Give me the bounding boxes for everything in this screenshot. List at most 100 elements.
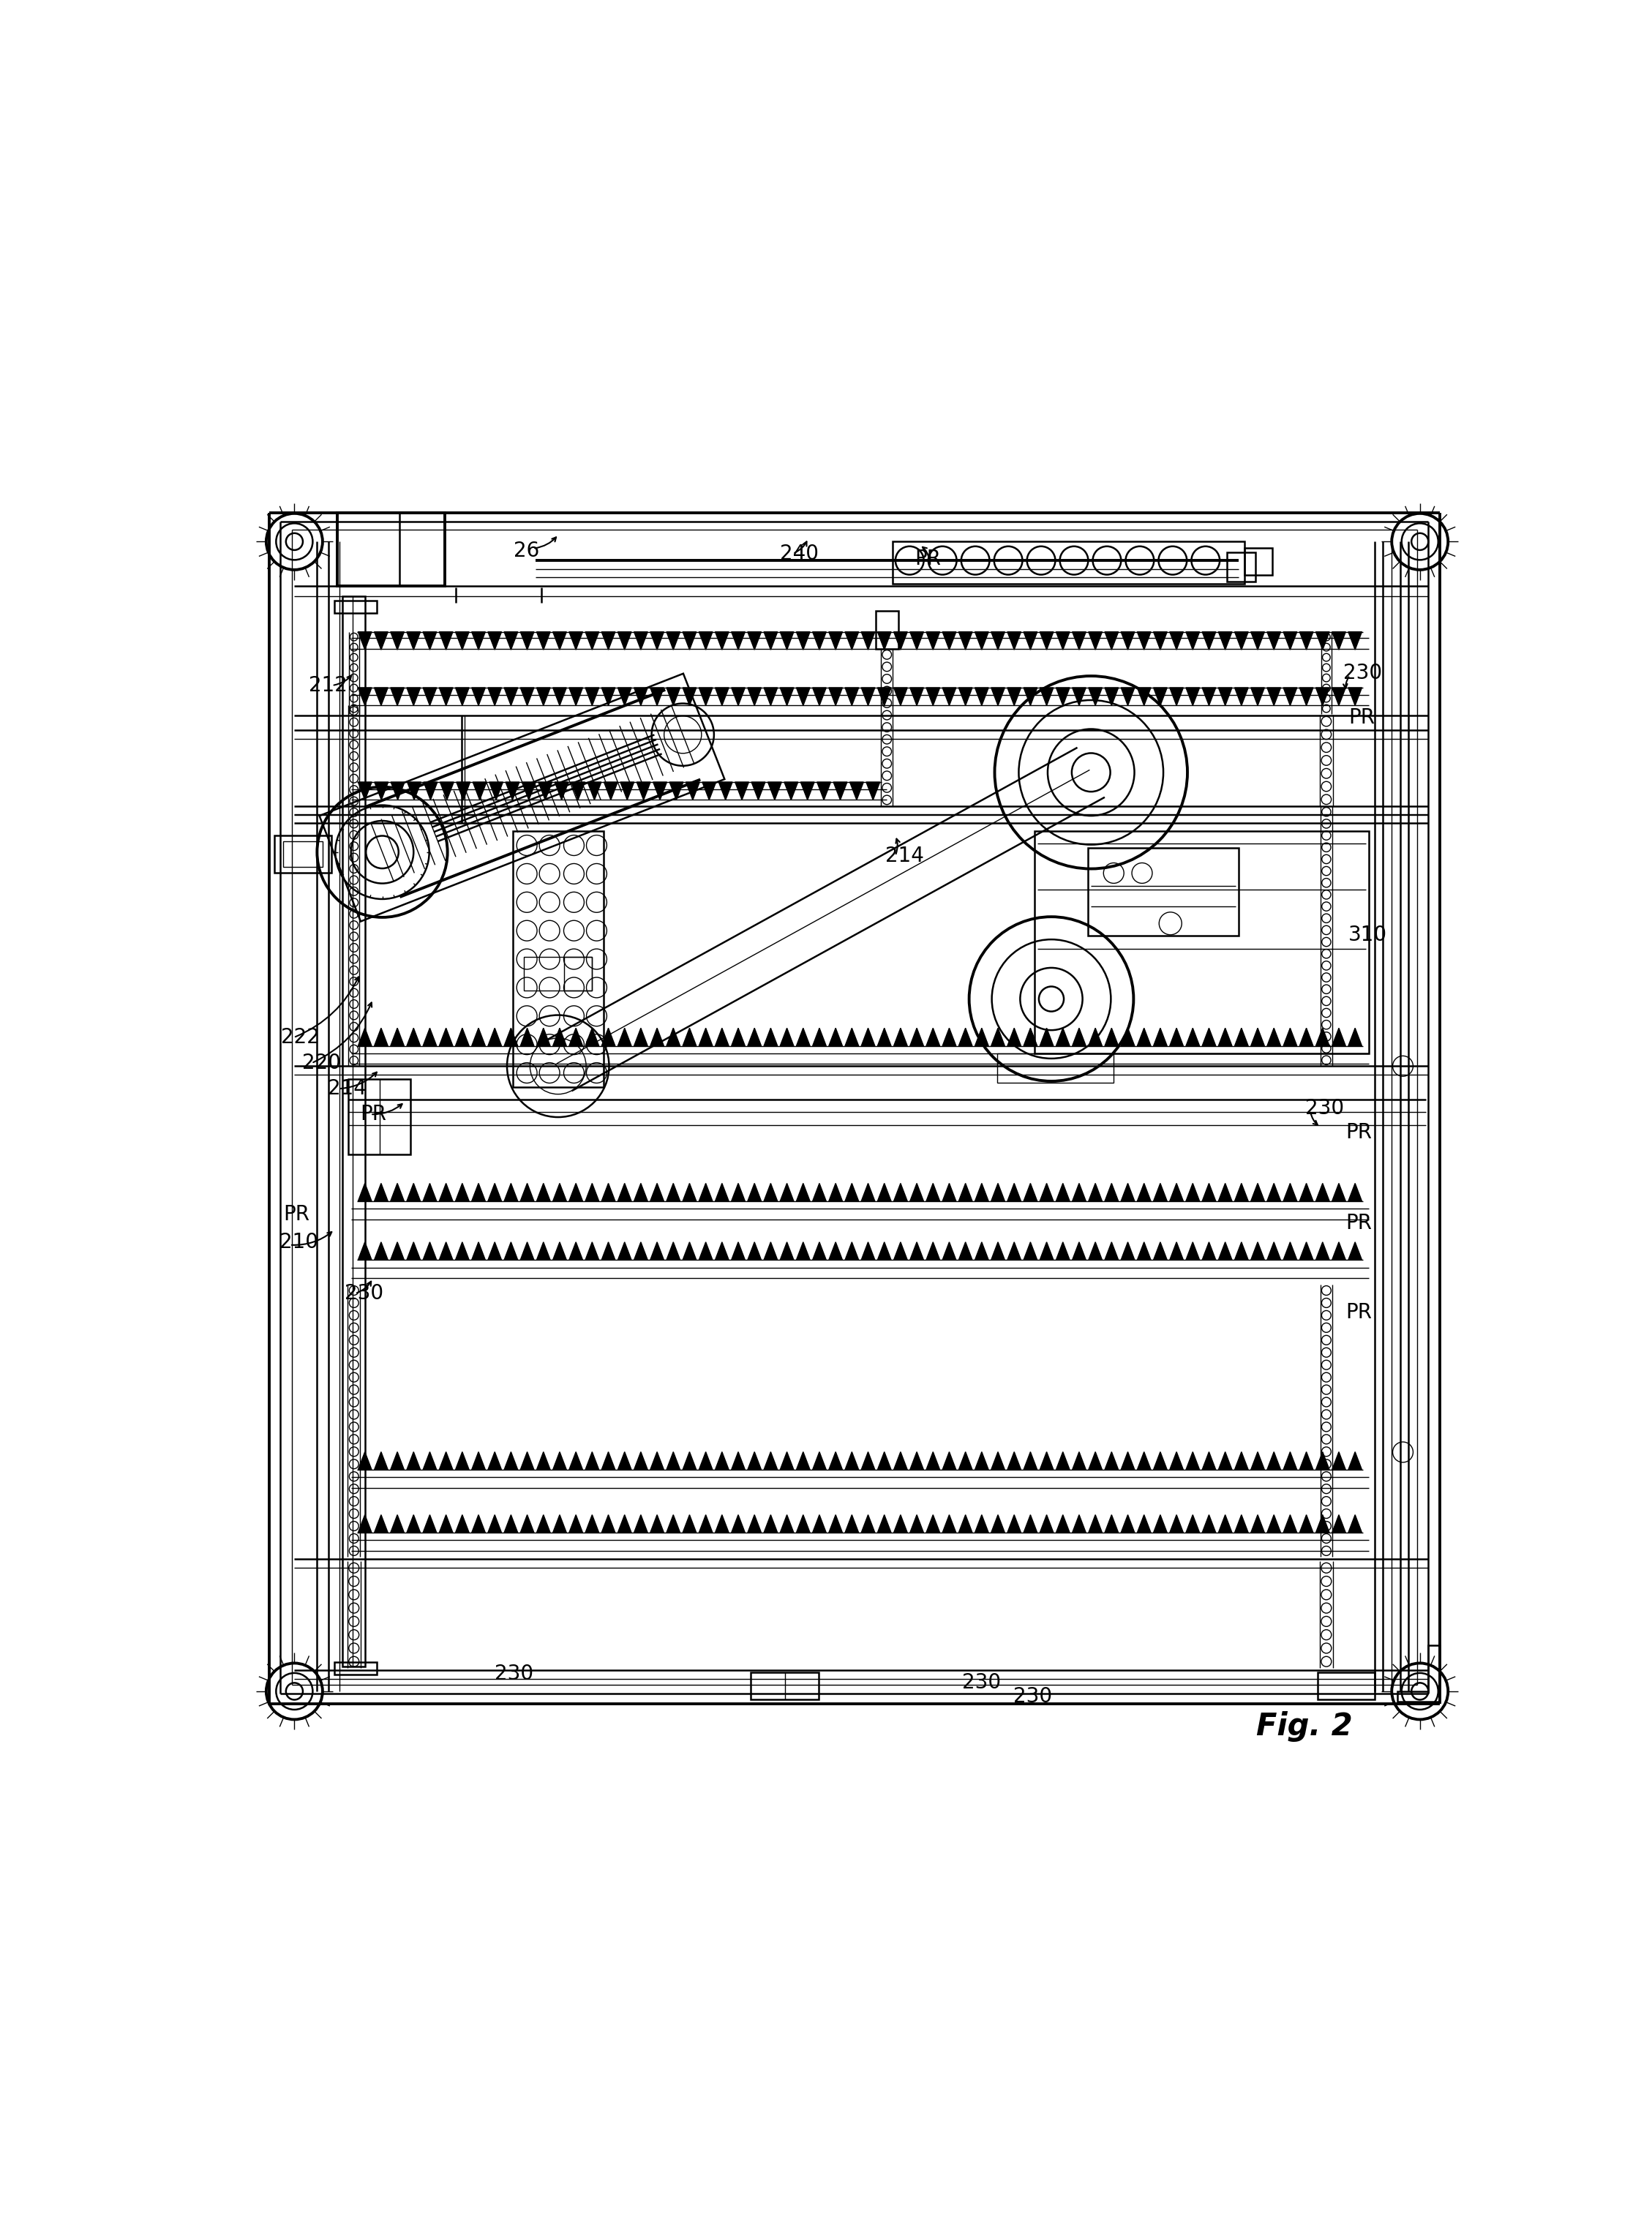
Polygon shape <box>748 687 762 705</box>
Polygon shape <box>406 632 420 650</box>
Polygon shape <box>829 687 843 705</box>
Polygon shape <box>1008 1183 1021 1201</box>
Polygon shape <box>699 632 712 650</box>
Polygon shape <box>666 1241 681 1259</box>
Polygon shape <box>358 1029 372 1047</box>
Polygon shape <box>975 1516 988 1533</box>
Polygon shape <box>1300 1029 1313 1047</box>
Polygon shape <box>813 632 826 650</box>
Polygon shape <box>487 1516 502 1533</box>
Polygon shape <box>1105 1029 1118 1047</box>
Polygon shape <box>846 1183 859 1201</box>
Polygon shape <box>572 781 585 799</box>
Polygon shape <box>1072 1451 1085 1469</box>
Polygon shape <box>358 1516 372 1533</box>
Bar <box>1318 1672 1374 1701</box>
Polygon shape <box>801 781 814 799</box>
Polygon shape <box>1008 1516 1021 1533</box>
Bar <box>1034 830 1370 1054</box>
Polygon shape <box>927 632 940 650</box>
Polygon shape <box>1234 1451 1249 1469</box>
Polygon shape <box>942 632 957 650</box>
Polygon shape <box>390 1451 405 1469</box>
Polygon shape <box>1332 687 1346 705</box>
Polygon shape <box>439 1451 453 1469</box>
Polygon shape <box>1267 687 1280 705</box>
Polygon shape <box>735 781 748 799</box>
Polygon shape <box>634 1451 648 1469</box>
Polygon shape <box>732 632 745 650</box>
Polygon shape <box>423 1241 436 1259</box>
Polygon shape <box>752 781 765 799</box>
Polygon shape <box>1234 687 1249 705</box>
Bar <box>1244 547 1272 576</box>
Polygon shape <box>699 1029 712 1047</box>
Polygon shape <box>456 1183 469 1201</box>
Polygon shape <box>780 1241 793 1259</box>
Polygon shape <box>669 781 684 799</box>
Polygon shape <box>653 781 667 799</box>
Polygon shape <box>390 632 405 650</box>
Bar <box>512 830 603 1087</box>
Polygon shape <box>1137 1451 1151 1469</box>
Polygon shape <box>520 687 534 705</box>
Polygon shape <box>785 781 798 799</box>
Polygon shape <box>1024 1183 1037 1201</box>
Text: PR: PR <box>1346 1212 1373 1234</box>
Polygon shape <box>568 1029 583 1047</box>
Polygon shape <box>1219 1183 1232 1201</box>
Polygon shape <box>763 1029 778 1047</box>
Polygon shape <box>1008 1451 1021 1469</box>
Polygon shape <box>1332 1241 1346 1259</box>
Text: 310: 310 <box>1348 924 1388 946</box>
Polygon shape <box>699 1451 712 1469</box>
Polygon shape <box>1315 632 1330 650</box>
Polygon shape <box>1153 1241 1166 1259</box>
Polygon shape <box>1039 1241 1054 1259</box>
Polygon shape <box>1122 1516 1135 1533</box>
Text: 230: 230 <box>961 1672 1001 1694</box>
Polygon shape <box>942 687 957 705</box>
Polygon shape <box>487 632 502 650</box>
Polygon shape <box>813 687 826 705</box>
Polygon shape <box>487 687 502 705</box>
Text: 230: 230 <box>1013 1687 1052 1707</box>
Polygon shape <box>732 1516 745 1533</box>
Polygon shape <box>618 1451 631 1469</box>
Polygon shape <box>699 1241 712 1259</box>
Polygon shape <box>1203 1451 1216 1469</box>
Polygon shape <box>553 687 567 705</box>
Polygon shape <box>1186 1516 1199 1533</box>
Polygon shape <box>958 1451 973 1469</box>
Polygon shape <box>1315 1516 1330 1533</box>
Polygon shape <box>1332 1451 1346 1469</box>
Polygon shape <box>487 1029 502 1047</box>
Polygon shape <box>1056 687 1070 705</box>
Polygon shape <box>861 1451 876 1469</box>
Polygon shape <box>927 1451 940 1469</box>
Polygon shape <box>910 1029 923 1047</box>
Polygon shape <box>942 1241 957 1259</box>
Polygon shape <box>763 1451 778 1469</box>
Polygon shape <box>666 1451 681 1469</box>
Polygon shape <box>991 1183 1004 1201</box>
Polygon shape <box>975 1183 988 1201</box>
Polygon shape <box>568 1451 583 1469</box>
Polygon shape <box>618 687 631 705</box>
Polygon shape <box>1072 1241 1085 1259</box>
Polygon shape <box>861 1241 876 1259</box>
Polygon shape <box>1267 1029 1280 1047</box>
Polygon shape <box>861 632 876 650</box>
Polygon shape <box>472 1029 486 1047</box>
Polygon shape <box>1056 1241 1070 1259</box>
Polygon shape <box>763 687 778 705</box>
Text: 240: 240 <box>780 542 819 565</box>
Polygon shape <box>1105 687 1118 705</box>
Polygon shape <box>504 632 517 650</box>
Polygon shape <box>553 1241 567 1259</box>
Polygon shape <box>991 1241 1004 1259</box>
Polygon shape <box>699 687 712 705</box>
Polygon shape <box>1251 1451 1264 1469</box>
Polygon shape <box>796 1516 809 1533</box>
Bar <box>1089 848 1239 935</box>
